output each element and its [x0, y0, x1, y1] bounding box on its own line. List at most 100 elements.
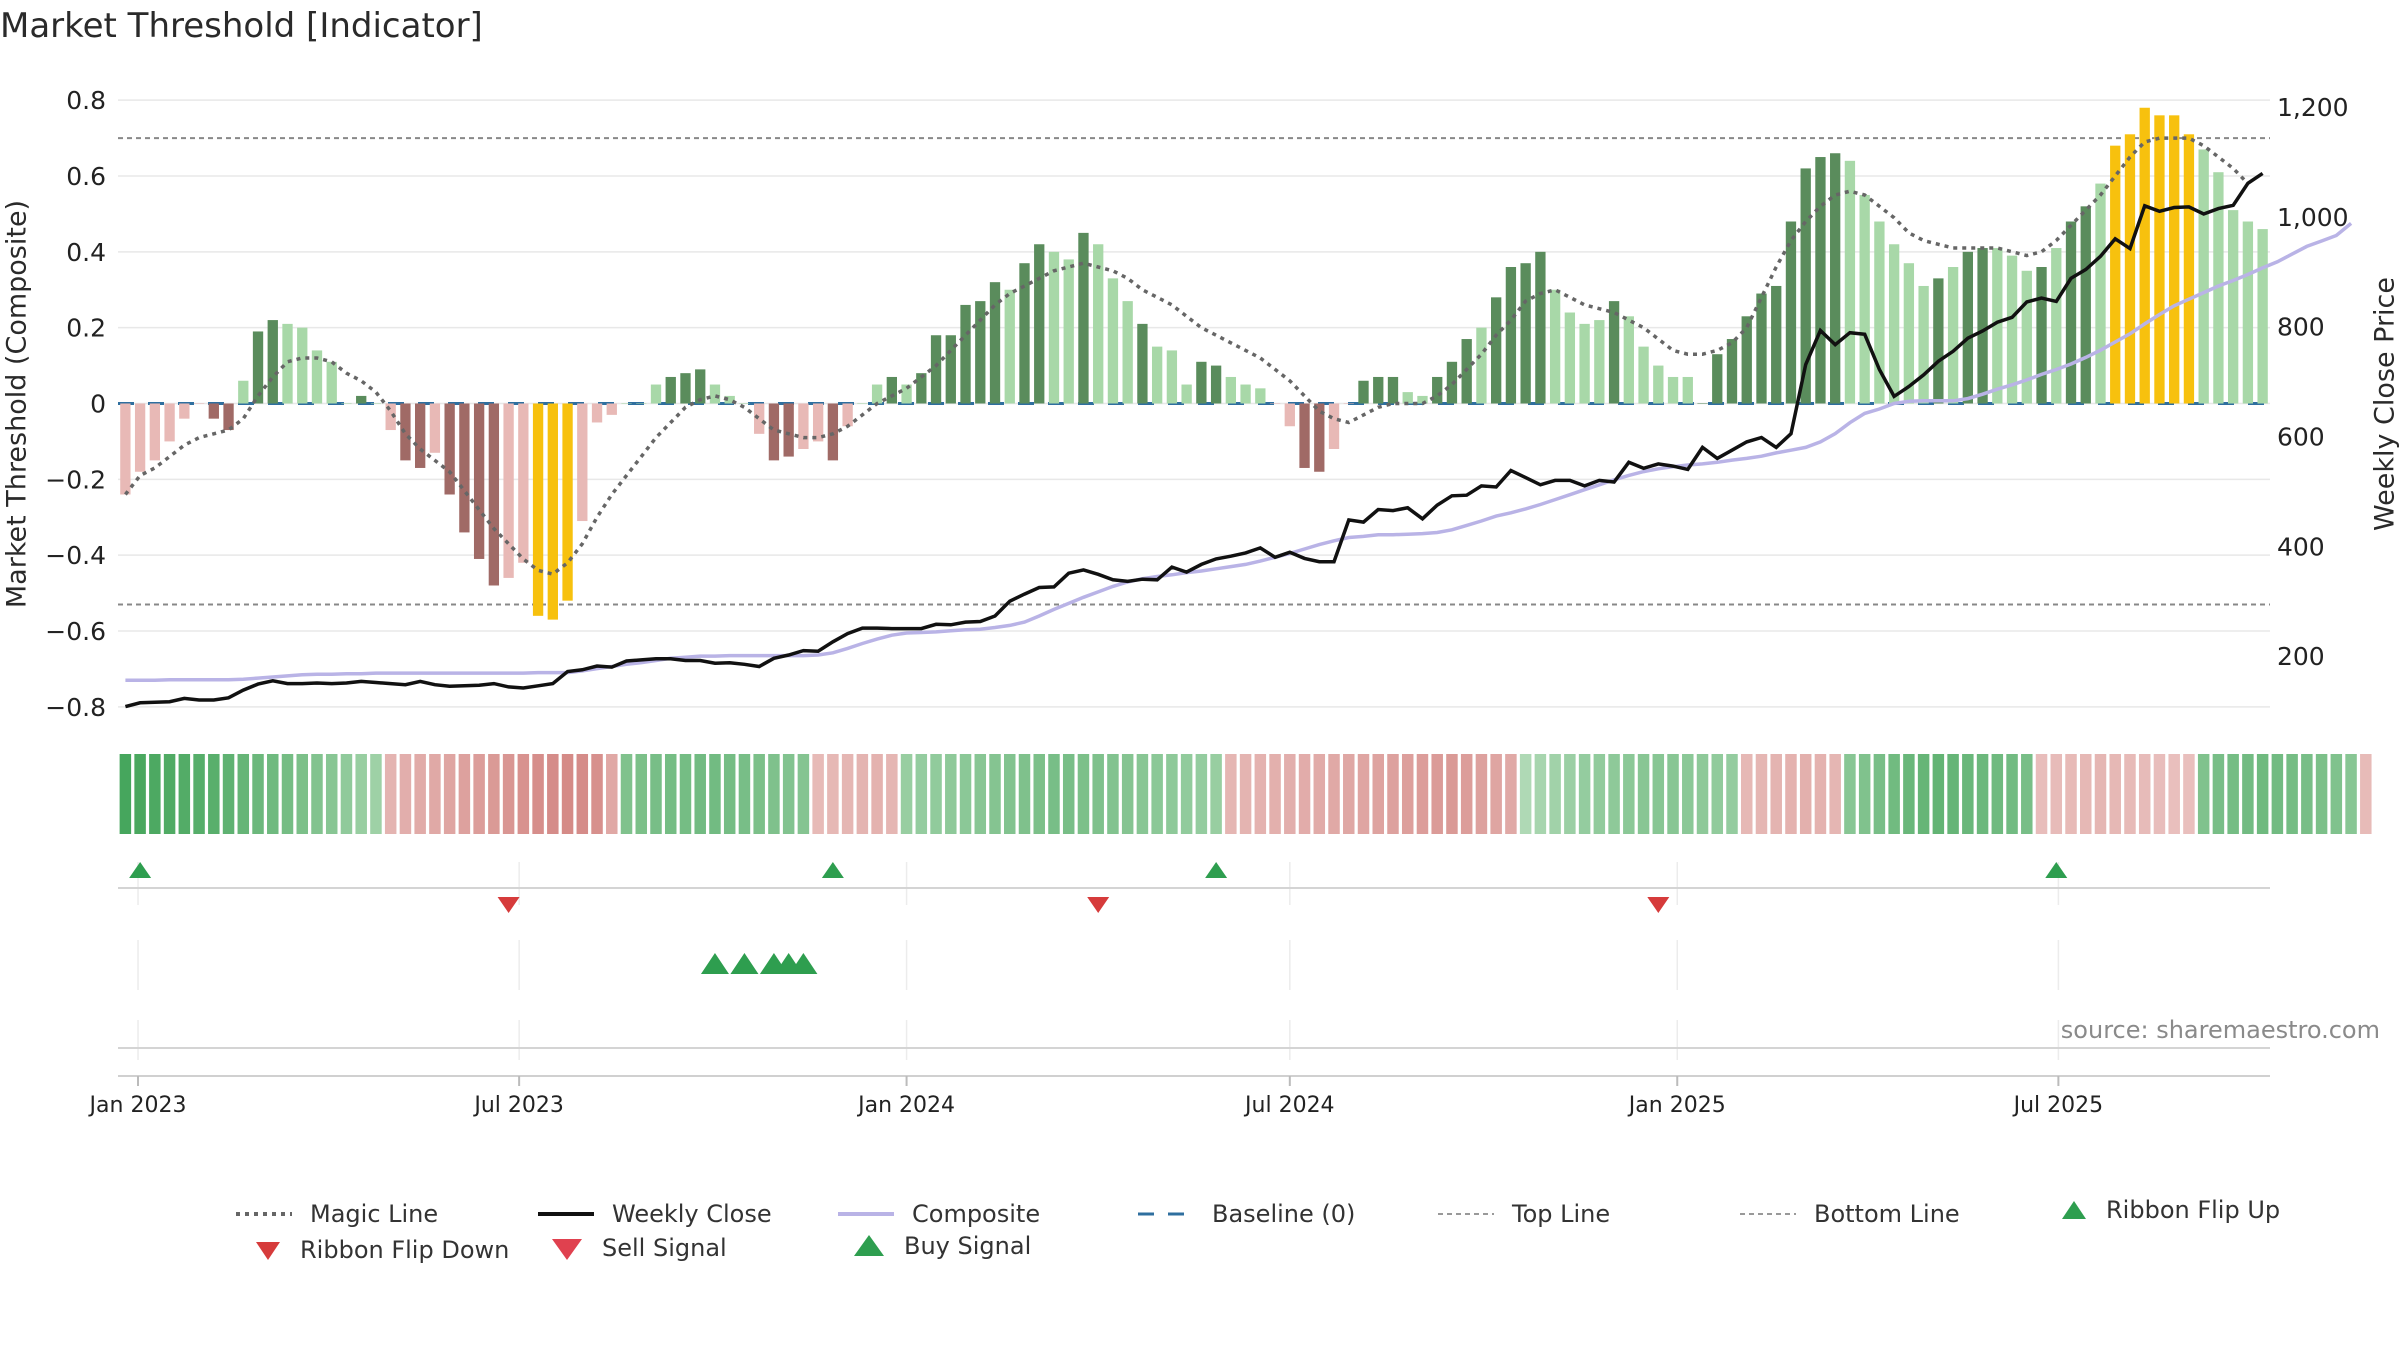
heat-strip-cell — [753, 754, 765, 834]
composite-bar — [754, 403, 765, 434]
legend-item-ribbon-flip-up[interactable]: Ribbon Flip Up — [2060, 1196, 2280, 1224]
composite-bars — [120, 107, 2268, 620]
composite-bar — [2198, 149, 2209, 404]
composite-bar — [2183, 134, 2195, 404]
heat-strip-cell — [2021, 754, 2033, 834]
legend-item-baseline[interactable]: Baseline (0) — [1138, 1200, 1355, 1228]
legend-item-ribbon-flip-down[interactable]: Ribbon Flip Down — [254, 1236, 509, 1264]
composite-bar — [1785, 221, 1797, 404]
legend-item-top-line[interactable]: Top Line — [1438, 1200, 1610, 1228]
heat-strip-cell — [1696, 754, 1709, 834]
x-tick-label: Jul 2023 — [472, 1093, 564, 1118]
composite-bar — [1859, 194, 1870, 404]
composite-bar — [547, 403, 558, 620]
composite-bar — [193, 403, 205, 404]
legend-label: Sell Signal — [602, 1234, 727, 1262]
composite-bar — [650, 384, 662, 404]
composite-bar — [179, 403, 190, 419]
heat-strip-cell — [281, 754, 294, 834]
heat-strip-cell — [827, 754, 839, 834]
heat-strip-cell — [2094, 754, 2107, 834]
composite-bar — [1402, 392, 1413, 404]
heat-strip-cell — [664, 754, 677, 834]
heat-strip-cell — [296, 754, 308, 834]
composite-bar — [1328, 403, 1340, 449]
heat-strip-cell — [1210, 754, 1222, 834]
heat-strip-cell — [2330, 754, 2343, 834]
composite-bar — [1903, 263, 1915, 404]
heat-strip-cell — [620, 754, 633, 834]
heat-strip-cell — [384, 754, 397, 834]
composite-bar — [2065, 221, 2077, 404]
heat-strip-cell — [1387, 754, 1399, 834]
composite-bar — [488, 403, 500, 586]
heat-strip-cell — [1711, 754, 1724, 834]
heat-strip-cell — [1770, 754, 1782, 834]
composite-bar — [1048, 251, 1060, 404]
heat-strip-cell — [694, 754, 706, 834]
composite-bar — [1977, 248, 1988, 404]
legend-item-weekly-close[interactable]: Weekly Close — [538, 1200, 772, 1228]
composite-bar — [532, 403, 544, 616]
buy-signal-marker — [700, 953, 729, 974]
legend-marker-solid-light-icon — [838, 1212, 894, 1216]
ribbon-flip-down-marker — [497, 897, 520, 913]
heat-strip-cell — [429, 754, 441, 834]
heat-strip-cell — [1180, 754, 1193, 834]
heat-strip-cell — [2153, 754, 2166, 834]
heat-strip-cell — [517, 754, 530, 834]
heat-strip-cell — [1446, 754, 1458, 834]
heat-strip-cell — [1726, 754, 1738, 834]
composite-bar — [1653, 365, 1664, 404]
composite-bar — [1255, 388, 1266, 404]
heat-strip-cell — [1682, 754, 1694, 834]
legend-item-buy-signal[interactable]: Buy Signal — [852, 1232, 1031, 1260]
heat-strip-cell — [1785, 754, 1797, 834]
heat-strip-cell — [2168, 754, 2180, 834]
heat-strip-cell — [1534, 754, 1547, 834]
heat-strip-cell — [1814, 754, 1827, 834]
heat-strip-cell — [1107, 754, 1119, 834]
composite-bar — [724, 395, 735, 404]
heat-strip-cell — [709, 754, 721, 834]
heat-strip-cell — [208, 754, 220, 834]
heat-strip-cell — [1755, 754, 1768, 834]
heat-strip-cell — [1519, 754, 1532, 834]
legend-label: Baseline (0) — [1212, 1200, 1356, 1228]
composite-bar — [208, 403, 219, 419]
heat-strip-cell — [1431, 754, 1443, 834]
composite-bar — [1343, 403, 1354, 404]
composite-bar — [1004, 289, 1015, 404]
heat-strip-cell — [1564, 754, 1576, 834]
heat-strip-cell — [1903, 754, 1915, 834]
legend-item-sell-signal[interactable]: Sell Signal — [550, 1234, 727, 1262]
heat-strip-cell — [178, 754, 191, 834]
heat-strip-cell — [2345, 754, 2357, 834]
composite-bar — [1225, 376, 1237, 404]
source-note: source: sharemaestro.com — [2060, 1016, 2380, 1044]
composite-bar — [1682, 376, 1693, 404]
composite-bar — [857, 403, 868, 404]
legend-item-bottom-line[interactable]: Bottom Line — [1740, 1200, 1960, 1228]
heat-strip-cell — [2138, 754, 2151, 834]
composite-bar — [1314, 403, 1325, 472]
heat-strip-cell — [1048, 754, 1060, 834]
heat-strip-cell — [2212, 754, 2225, 834]
heat-strip-cell — [768, 754, 780, 834]
heat-strip-cell — [1991, 754, 2004, 834]
heat-strip-cell — [1033, 754, 1045, 834]
composite-bar — [459, 403, 470, 533]
heat-strip-cell — [1962, 754, 1974, 834]
composite-bar — [1771, 285, 1782, 404]
composite-bar — [2036, 267, 2047, 404]
heat-strip-cell — [1254, 754, 1267, 834]
heat-strip-cell — [1166, 754, 1178, 834]
heat-strip-cell — [1917, 754, 1930, 834]
legend-item-magic-line[interactable]: Magic Line — [236, 1200, 438, 1228]
composite-bar — [149, 403, 161, 461]
composite-bar — [297, 327, 308, 404]
y2-tick-label: 400 — [2277, 532, 2325, 561]
legend-item-composite[interactable]: Composite — [838, 1200, 1040, 1228]
heat-strip-cell — [782, 754, 795, 834]
heat-strip-cell — [134, 754, 146, 834]
